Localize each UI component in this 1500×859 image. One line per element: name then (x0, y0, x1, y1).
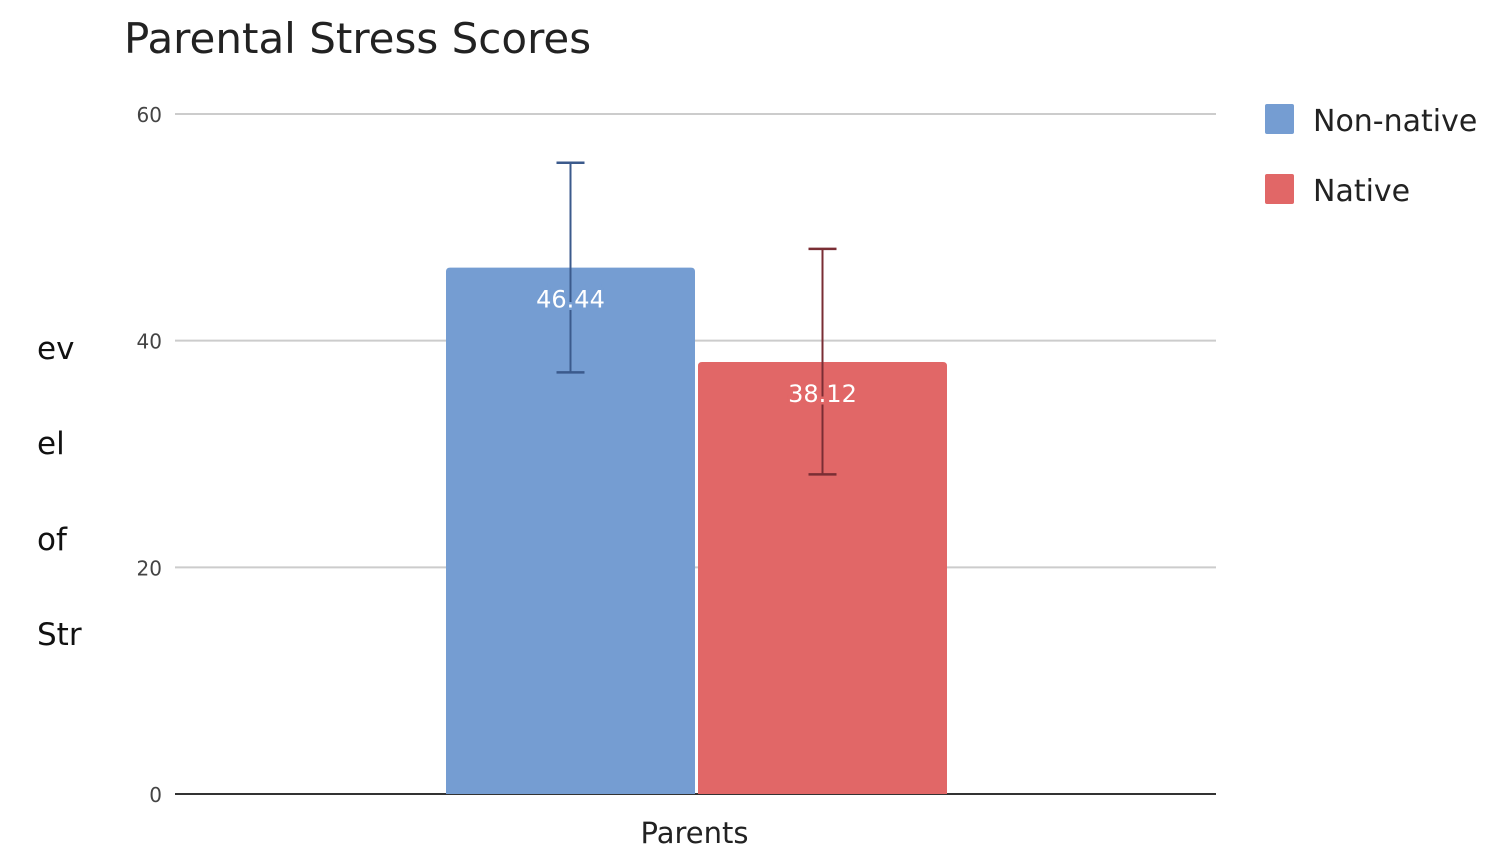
legend-label: Native (1313, 174, 1410, 209)
y-tick-label: 20 (137, 556, 162, 580)
y-axis-label-fragment: of (37, 522, 68, 558)
data-label: 38.12 (788, 380, 857, 408)
legend-swatch (1265, 174, 1294, 204)
chart-title: Parental Stress Scores (124, 14, 591, 63)
bar-non-native (446, 267, 695, 794)
data-label: 46.44 (536, 286, 605, 314)
legend-label: Non-native (1313, 104, 1477, 139)
y-tick-label: 60 (137, 103, 162, 127)
legend-swatch (1265, 104, 1294, 134)
y-axis-label-fragment: Str (37, 617, 82, 653)
y-tick-label: 0 (149, 783, 162, 807)
bar-native (698, 361, 947, 794)
y-axis-label-fragment: el (37, 426, 65, 462)
x-tick-label: Parents (641, 816, 749, 850)
y-axis-label-fragment: ev (37, 331, 74, 367)
y-tick-label: 40 (137, 330, 162, 354)
